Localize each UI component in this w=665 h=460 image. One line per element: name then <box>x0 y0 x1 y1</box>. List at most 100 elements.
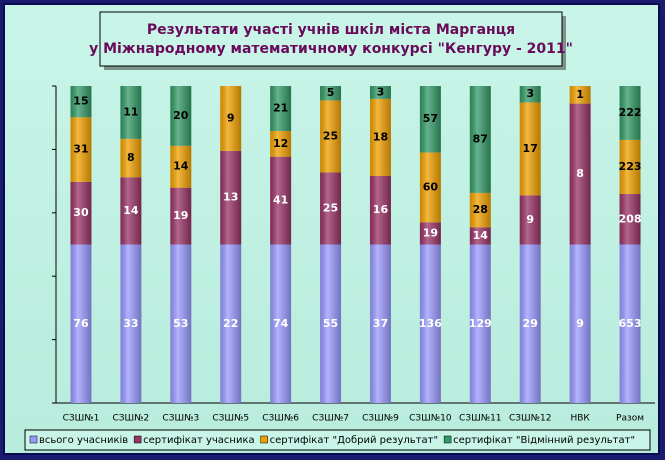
data-label: 33 <box>123 317 138 330</box>
data-label: 11 <box>123 105 138 118</box>
chart-title: Результати участі учнів шкіл міста Марга… <box>147 22 515 38</box>
legend-label: всього учасників <box>39 434 128 446</box>
bar-shade <box>419 244 441 403</box>
data-label: 13 <box>223 191 238 204</box>
data-label: 87 <box>473 132 488 145</box>
data-label: 25 <box>323 201 338 214</box>
data-label: 223 <box>619 160 642 173</box>
bar-shade <box>220 150 242 245</box>
data-label: 14 <box>123 204 139 217</box>
bar-shade <box>619 86 641 140</box>
data-label: 22 <box>223 317 238 330</box>
data-label: 74 <box>273 317 289 330</box>
bar-shade <box>469 227 491 245</box>
data-label: 53 <box>173 317 188 330</box>
bar-shade <box>320 100 342 173</box>
data-label: 17 <box>523 142 538 155</box>
bar-shade <box>70 86 92 118</box>
bar-shade <box>569 103 591 245</box>
x-tick-label: СЗШ№7 <box>312 414 349 424</box>
bar-shade <box>170 244 192 403</box>
data-label: 19 <box>173 209 188 222</box>
bar-shade <box>270 156 292 245</box>
bar-shade <box>469 86 491 193</box>
bar-shade <box>419 152 441 223</box>
data-label: 14 <box>173 160 189 173</box>
data-label: 76 <box>73 317 89 330</box>
legend-label: сертифікат "Добрий результат" <box>270 434 438 446</box>
data-label: 60 <box>423 180 439 193</box>
x-tick-label: СЗШ№1 <box>63 414 100 424</box>
data-label: 129 <box>469 317 492 330</box>
data-label: 29 <box>523 317 538 330</box>
data-label: 31 <box>73 143 88 156</box>
bar-shade <box>70 181 92 245</box>
bar-shade <box>170 86 192 146</box>
bar-shade <box>70 244 92 403</box>
bar-shade <box>419 222 441 245</box>
x-tick-label: СЗШ№6 <box>262 414 299 424</box>
data-label: 41 <box>273 194 288 207</box>
data-label: 57 <box>423 112 438 125</box>
bar-shade <box>270 130 292 157</box>
bar-shade <box>369 98 391 176</box>
data-label: 20 <box>173 109 189 122</box>
bar-shade <box>519 102 541 196</box>
legend-swatch <box>29 435 38 444</box>
legend-swatch <box>133 435 142 444</box>
bar-shade <box>569 86 591 104</box>
bar-shade <box>70 117 92 182</box>
bar-shade <box>369 175 391 245</box>
data-label: 1 <box>576 88 584 101</box>
bar-shade <box>469 192 491 228</box>
chart-title: у Міжнародному математичному конкурсі "К… <box>89 41 573 57</box>
legend-label: сертифікат "Відмінний результат" <box>453 434 635 446</box>
legend-swatch <box>443 435 452 444</box>
x-tick-label: СЗШ№12 <box>509 414 552 424</box>
bar-shade <box>469 244 491 403</box>
bar-shade <box>270 86 292 131</box>
x-tick-label: НВК <box>570 414 590 424</box>
data-label: 8 <box>576 167 584 180</box>
bar-shade <box>320 172 342 245</box>
bar-shade <box>369 86 391 99</box>
x-tick-label: СЗШ№2 <box>112 414 149 424</box>
data-label: 8 <box>127 151 135 164</box>
bar-shade <box>320 244 342 403</box>
data-label: 16 <box>373 203 389 216</box>
bar-shade <box>220 86 242 151</box>
x-tick-label: СЗШ№11 <box>459 414 502 424</box>
data-label: 208 <box>619 212 642 225</box>
data-label: 136 <box>419 317 442 330</box>
data-label: 9 <box>526 213 534 226</box>
x-tick-label: СЗШ№3 <box>162 414 199 424</box>
data-label: 15 <box>73 95 88 108</box>
data-label: 222 <box>619 106 642 119</box>
data-label: 3 <box>377 85 385 98</box>
bar-shade <box>120 177 142 245</box>
bar-shade <box>270 244 292 403</box>
data-label: 12 <box>273 137 288 150</box>
bar-shade <box>619 194 641 245</box>
data-label: 30 <box>73 206 89 219</box>
bar-shade <box>569 244 591 403</box>
data-label: 19 <box>423 226 438 239</box>
data-label: 28 <box>473 203 488 216</box>
bar-shade <box>519 244 541 403</box>
x-tick-label: СЗШ№10 <box>409 414 452 424</box>
data-label: 25 <box>323 129 338 142</box>
data-label: 5 <box>327 86 335 99</box>
data-label: 9 <box>227 111 235 124</box>
legend <box>24 429 651 451</box>
title-box <box>99 11 563 67</box>
legend-label: сертифікат учасника <box>143 434 254 446</box>
bar-shade <box>519 195 541 245</box>
data-label: 653 <box>619 317 642 330</box>
bar-shade <box>120 138 142 178</box>
bar-shade <box>220 244 242 403</box>
data-label: 14 <box>473 229 489 242</box>
data-label: 3 <box>526 87 534 100</box>
legend-swatch <box>260 435 268 444</box>
x-tick-label: СЗШ№5 <box>212 414 249 424</box>
